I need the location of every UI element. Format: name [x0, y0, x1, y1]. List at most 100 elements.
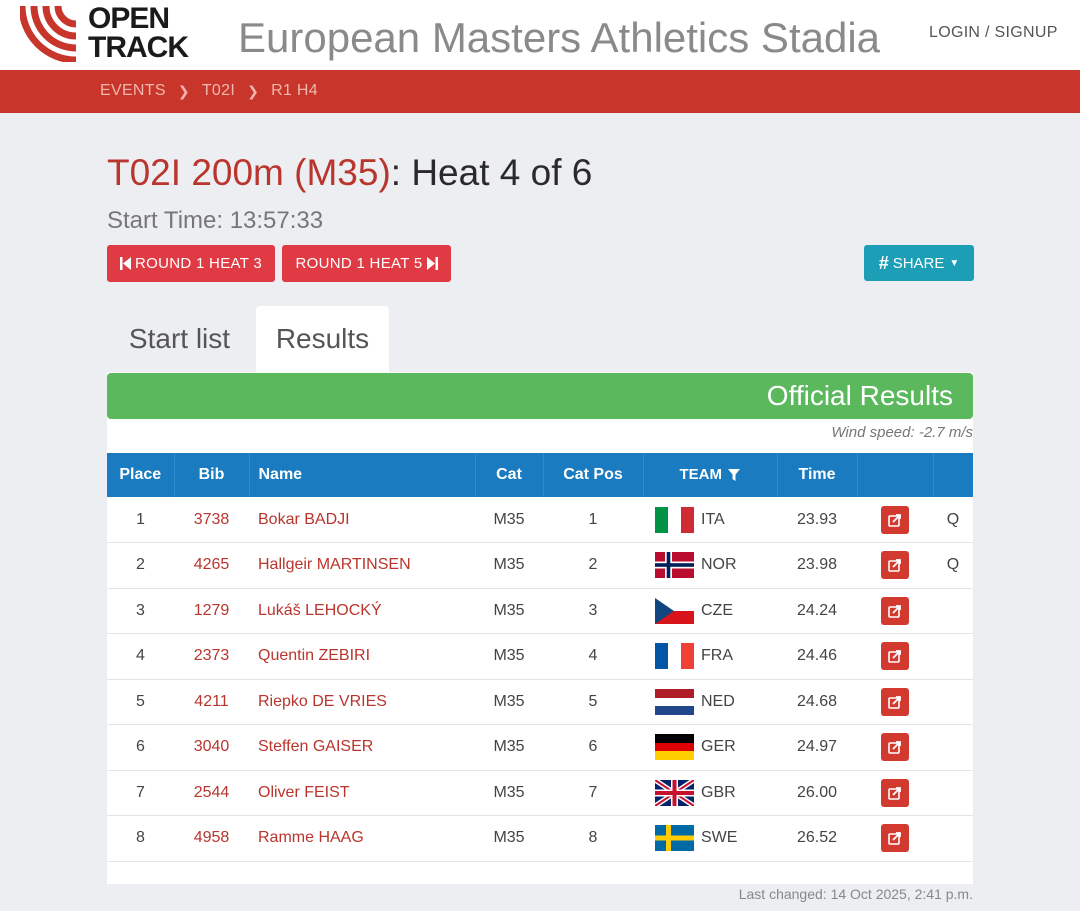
cell-bib-link[interactable]: 3040: [193, 738, 230, 756]
tab-results[interactable]: Results: [256, 306, 389, 372]
flag-ned-icon: [655, 688, 694, 715]
cell-qualify: Q: [946, 556, 960, 574]
cell-cat: M35: [493, 647, 525, 665]
filter-icon[interactable]: [728, 468, 741, 481]
cell-cat-pos: 6: [588, 738, 598, 756]
table-row[interactable]: 3 1279 Lukáš LEHOCKÝ M35 3 CZE 24.24: [107, 588, 973, 634]
skip-back-icon: [119, 257, 131, 270]
flag-nor-icon: [655, 552, 694, 579]
cell-bib-link[interactable]: 1279: [193, 601, 230, 619]
cell-team: NOR: [643, 543, 777, 589]
cell-team: ITA: [643, 497, 777, 543]
flag-ger-icon: [655, 734, 694, 761]
breadcrumb-bar: [0, 70, 1080, 113]
login-signup-link[interactable]: LOGIN / SIGNUP: [929, 24, 1058, 41]
team-code: GER: [701, 738, 736, 756]
cell-qualify: [933, 634, 973, 680]
breadcrumb-events[interactable]: EVENTS: [100, 82, 166, 99]
cell-bib-link[interactable]: 4265: [193, 556, 230, 574]
external-link-icon[interactable]: [881, 505, 909, 534]
table-row[interactable]: 1 3738 Bokar BADJI M35 1 ITA 23.93 Q: [107, 497, 973, 543]
cell-qualify: [933, 770, 973, 816]
team-code: NED: [701, 692, 735, 710]
col-header-cat-pos[interactable]: Cat Pos: [543, 453, 644, 497]
cell-athlete-name-link[interactable]: Quentin ZEBIRI: [258, 647, 371, 665]
cell-athlete-name-link[interactable]: Bokar BADJI: [258, 510, 350, 528]
next-heat-label: ROUND 1 HEAT 5: [295, 255, 423, 272]
cell-action: [857, 679, 933, 725]
cell-cat: M35: [493, 556, 525, 574]
col-header-team-label: TEAM: [679, 466, 723, 483]
cell-qualify: Q: [946, 510, 960, 528]
external-link-icon[interactable]: [881, 642, 909, 671]
table-row[interactable]: 5 4211 Riepko DE VRIES M35 5 NED 24.68: [107, 679, 973, 725]
external-link-icon[interactable]: [881, 824, 909, 853]
table-row[interactable]: 2 4265 Hallgeir MARTINSEN M35 2 NOR 23.9…: [107, 543, 973, 589]
cell-cat: M35: [493, 738, 525, 756]
cell-bib-link[interactable]: 4958: [193, 829, 230, 847]
cell-bib-link[interactable]: 2373: [193, 647, 230, 665]
cell-place: 4: [136, 647, 145, 665]
cell-athlete-name-link[interactable]: Oliver FEIST: [258, 783, 350, 801]
cell-bib-link[interactable]: 3738: [193, 510, 230, 528]
cell-cat: M35: [493, 783, 525, 801]
col-header-team[interactable]: TEAM: [643, 453, 778, 497]
breadcrumb-event-code[interactable]: T02I: [201, 82, 236, 99]
logo-text-open: OPEN: [88, 2, 170, 35]
col-header-place[interactable]: Place: [107, 453, 175, 497]
cell-athlete-name-link[interactable]: Ramme HAAG: [258, 829, 364, 847]
table-row[interactable]: 4 2373 Quentin ZEBIRI M35 4 FRA 24.46: [107, 634, 973, 680]
logo-text-track: TRACK: [88, 31, 189, 64]
cell-bib-link[interactable]: 4211: [194, 692, 229, 710]
cell-team: CZE: [643, 588, 777, 634]
col-header-time[interactable]: Time: [777, 453, 858, 497]
cell-athlete-name-link[interactable]: Lukáš LEHOCKÝ: [258, 601, 382, 619]
team-code: NOR: [701, 556, 737, 574]
cell-team: GBR: [643, 770, 777, 816]
cell-place: 6: [136, 738, 145, 756]
cell-place: 2: [136, 556, 145, 574]
external-link-icon[interactable]: [881, 551, 909, 580]
cell-time: 26.00: [796, 783, 838, 801]
cell-time: 23.98: [796, 556, 838, 574]
opentrack-logo[interactable]: OPEN TRACK: [20, 2, 200, 64]
col-header-cat[interactable]: Cat: [475, 453, 544, 497]
table-header-row: Place Bib Name Cat Cat Pos TEAM Time: [107, 453, 973, 497]
site-title[interactable]: European Masters Athletics Stadia: [238, 14, 881, 61]
team-code: SWE: [701, 829, 738, 847]
external-link-icon[interactable]: [881, 733, 909, 762]
external-link-icon[interactable]: [881, 778, 909, 807]
previous-heat-button[interactable]: ROUND 1 HEAT 3: [107, 245, 275, 282]
table-row[interactable]: 6 3040 Steffen GAISER M35 6 GER 24.97: [107, 725, 973, 771]
cell-time: 24.46: [796, 647, 838, 665]
share-dropdown-button[interactable]: # SHARE ▼: [864, 245, 974, 281]
cell-cat-pos: 5: [588, 692, 598, 710]
cell-place: 7: [136, 783, 145, 801]
cell-action: [857, 634, 933, 680]
table-row[interactable]: 8 4958 Ramme HAAG M35 8 SWE 26.52: [107, 816, 973, 861]
cell-athlete-name-link[interactable]: Steffen GAISER: [258, 738, 374, 756]
cell-time: 24.24: [796, 601, 838, 619]
cell-cat-pos: 2: [588, 556, 598, 574]
cell-qualify: [933, 725, 973, 771]
cell-team: NED: [643, 679, 777, 725]
next-heat-button[interactable]: ROUND 1 HEAT 5: [282, 245, 451, 282]
cell-athlete-name-link[interactable]: Hallgeir MARTINSEN: [258, 556, 411, 574]
cell-cat-pos: 4: [588, 647, 598, 665]
col-header-name[interactable]: Name: [249, 453, 476, 497]
official-results-banner: Official Results: [107, 373, 973, 419]
team-code: GBR: [701, 783, 736, 801]
breadcrumb-heat[interactable]: R1 H4: [271, 82, 318, 99]
external-link-icon[interactable]: [881, 596, 909, 625]
cell-bib-link[interactable]: 2544: [193, 783, 230, 801]
cell-athlete-name-link[interactable]: Riepko DE VRIES: [258, 692, 387, 710]
col-header-bib[interactable]: Bib: [174, 453, 250, 497]
external-link-icon[interactable]: [881, 687, 909, 716]
event-name-link[interactable]: T02I 200m (M35): [107, 152, 391, 193]
skip-forward-icon: [426, 257, 438, 270]
table-row[interactable]: 7 2544 Oliver FEIST M35 7 GBR 26.00: [107, 770, 973, 816]
results-table: Place Bib Name Cat Cat Pos TEAM Time 1 3…: [107, 453, 973, 862]
cell-qualify: [933, 679, 973, 725]
cell-cat: M35: [493, 829, 525, 847]
tab-start-list[interactable]: Start list: [128, 323, 231, 354]
